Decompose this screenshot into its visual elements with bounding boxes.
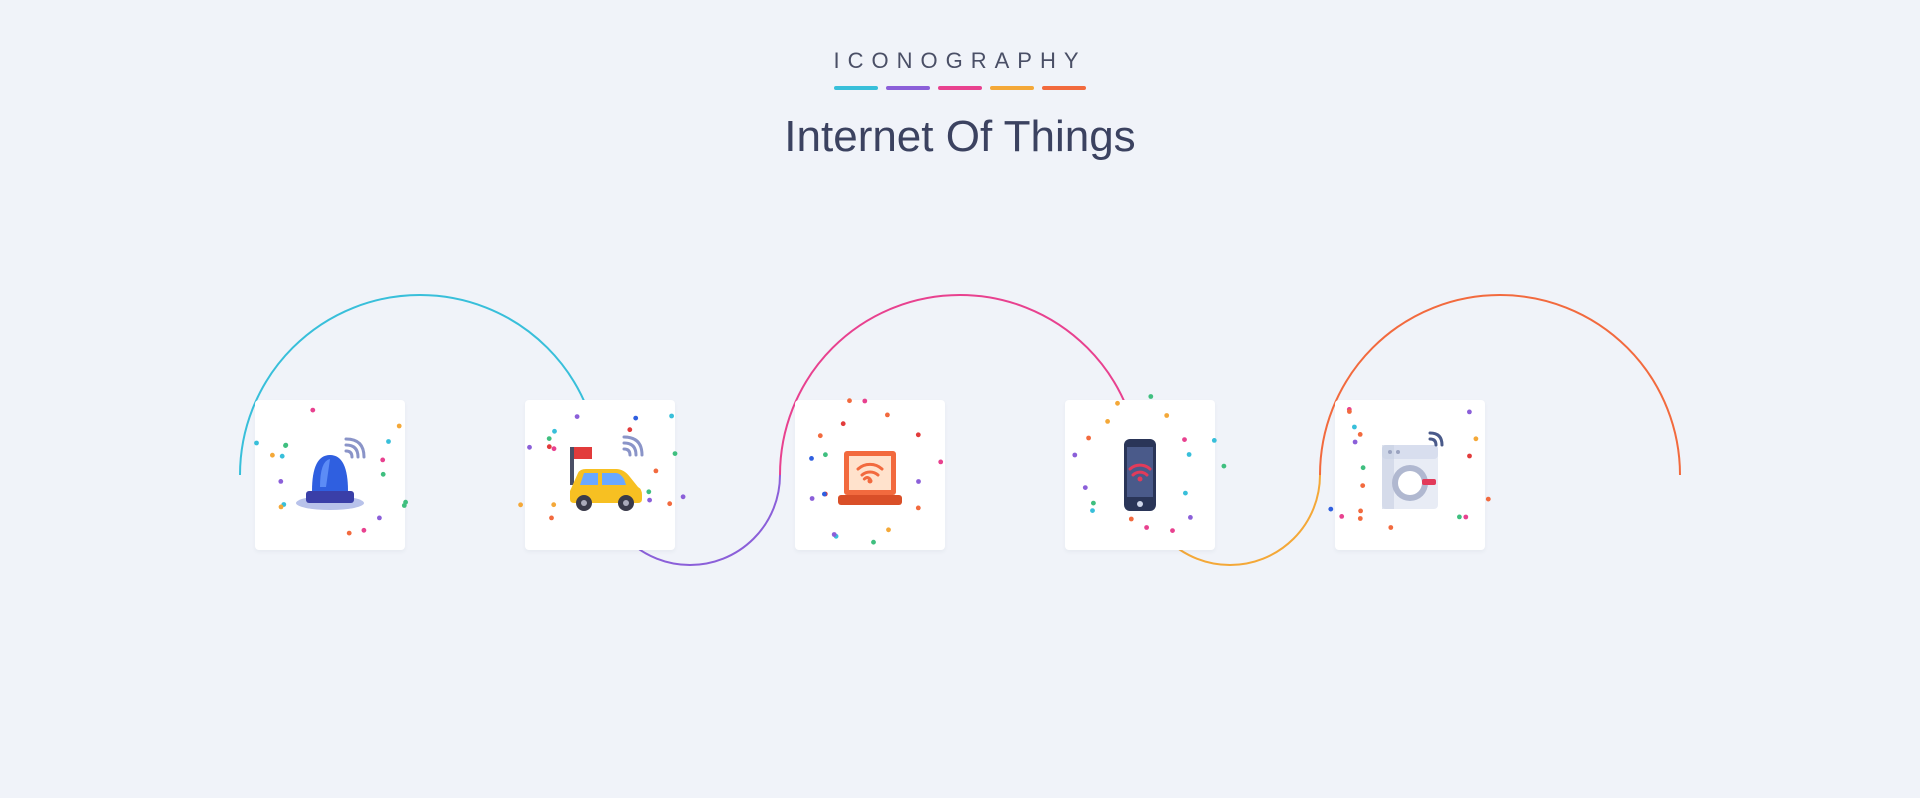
confetti-dot bbox=[1474, 436, 1479, 441]
confetti-dot bbox=[1361, 465, 1366, 470]
confetti-dot bbox=[667, 501, 672, 506]
confetti-dot bbox=[1164, 413, 1169, 418]
confetti-dot bbox=[1183, 491, 1188, 496]
confetti-dot bbox=[518, 502, 523, 507]
confetti-dot bbox=[1352, 425, 1357, 430]
confetti-dot bbox=[1463, 515, 1468, 520]
confetti-dot bbox=[654, 469, 659, 474]
confetti-dot bbox=[822, 492, 827, 497]
confetti-dot bbox=[1486, 497, 1491, 502]
confetti-dot bbox=[832, 532, 837, 537]
confetti-dot bbox=[818, 433, 823, 438]
confetti-dot bbox=[633, 416, 638, 421]
confetti-dot bbox=[847, 398, 852, 403]
confetti-dot bbox=[527, 445, 532, 450]
confetti-dot bbox=[1457, 515, 1462, 520]
confetti-dot bbox=[381, 472, 386, 477]
confetti-dot bbox=[1170, 528, 1175, 533]
confetti-dot bbox=[1188, 515, 1193, 520]
confetti-layer bbox=[0, 0, 1920, 798]
confetti-dot bbox=[1105, 419, 1110, 424]
confetti-dot bbox=[1339, 514, 1344, 519]
confetti-dot bbox=[402, 503, 407, 508]
confetti-dot bbox=[347, 531, 352, 536]
confetti-dot bbox=[549, 516, 554, 521]
confetti-dot bbox=[386, 439, 391, 444]
confetti-dot bbox=[362, 528, 367, 533]
confetti-dot bbox=[1467, 410, 1472, 415]
confetti-dot bbox=[1115, 401, 1120, 406]
confetti-dot bbox=[1328, 507, 1333, 512]
confetti-dot bbox=[1090, 508, 1095, 513]
confetti-dot bbox=[646, 489, 651, 494]
confetti-dot bbox=[575, 414, 580, 419]
confetti-dot bbox=[627, 427, 632, 432]
confetti-dot bbox=[397, 424, 402, 429]
confetti-dot bbox=[279, 505, 284, 510]
confetti-dot bbox=[547, 436, 552, 441]
confetti-dot bbox=[871, 540, 876, 545]
confetti-dot bbox=[1148, 394, 1153, 399]
confetti-dot bbox=[823, 452, 828, 457]
confetti-dot bbox=[1358, 432, 1363, 437]
confetti-dot bbox=[1388, 525, 1393, 530]
confetti-dot bbox=[862, 399, 867, 404]
confetti-dot bbox=[1144, 525, 1149, 530]
confetti-dot bbox=[885, 413, 890, 418]
confetti-dot bbox=[916, 432, 921, 437]
confetti-dot bbox=[1358, 509, 1363, 514]
confetti-dot bbox=[916, 506, 921, 511]
confetti-dot bbox=[1086, 436, 1091, 441]
confetti-dot bbox=[1083, 485, 1088, 490]
confetti-dot bbox=[1222, 464, 1227, 469]
confetti-dot bbox=[1187, 452, 1192, 457]
confetti-dot bbox=[673, 451, 678, 456]
confetti-dot bbox=[278, 479, 283, 484]
confetti-dot bbox=[916, 479, 921, 484]
confetti-dot bbox=[681, 494, 686, 499]
confetti-dot bbox=[310, 408, 315, 413]
confetti-dot bbox=[552, 446, 557, 451]
confetti-dot bbox=[938, 460, 943, 465]
confetti-dot bbox=[1091, 501, 1096, 506]
confetti-dot bbox=[1360, 483, 1365, 488]
confetti-dot bbox=[810, 496, 815, 501]
confetti-dot bbox=[1212, 438, 1217, 443]
confetti-dot bbox=[270, 453, 275, 458]
confetti-dot bbox=[669, 414, 674, 419]
confetti-dot bbox=[377, 516, 382, 521]
confetti-dot bbox=[254, 441, 259, 446]
confetti-dot bbox=[380, 458, 385, 463]
confetti-dot bbox=[1072, 453, 1077, 458]
confetti-dot bbox=[552, 429, 557, 434]
confetti-dot bbox=[280, 454, 285, 459]
confetti-dot bbox=[1182, 437, 1187, 442]
confetti-dot bbox=[1353, 440, 1358, 445]
confetti-dot bbox=[841, 421, 846, 426]
confetti-dot bbox=[1129, 517, 1134, 522]
confetti-dot bbox=[551, 502, 556, 507]
confetti-dot bbox=[886, 527, 891, 532]
confetti-dot bbox=[283, 443, 288, 448]
confetti-dot bbox=[1347, 409, 1352, 414]
confetti-dot bbox=[1467, 454, 1472, 459]
confetti-dot bbox=[1358, 516, 1363, 521]
confetti-dot bbox=[647, 498, 652, 503]
confetti-dot bbox=[809, 456, 814, 461]
confetti-dot bbox=[547, 444, 552, 449]
